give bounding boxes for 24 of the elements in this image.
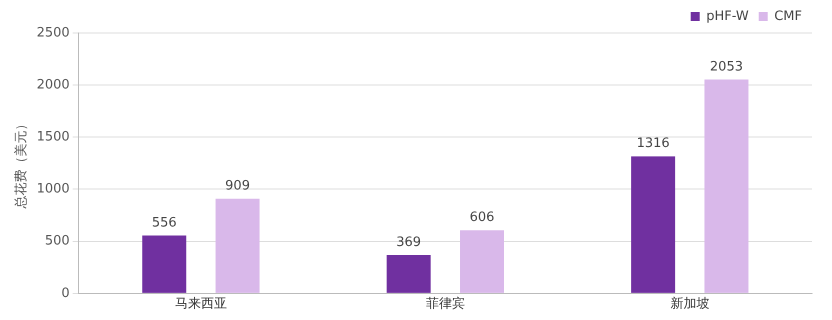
data-label: 2053 (710, 59, 743, 74)
y-tick-label: 2000 (36, 77, 70, 92)
bar (460, 230, 504, 293)
x-tick-label: 新加坡 (670, 296, 710, 312)
data-label: 369 (396, 234, 422, 250)
data-label: 1316 (636, 136, 670, 152)
bar (704, 80, 748, 293)
y-axis-title: 总花费（美元） (13, 118, 30, 210)
bar (631, 156, 676, 293)
data-label: 556 (152, 215, 177, 230)
x-tick-label: 菲律宾 (426, 296, 465, 312)
legend-label: CMF (774, 8, 802, 24)
data-label: 606 (470, 210, 494, 226)
y-tick-label: 1500 (36, 130, 70, 145)
y-tick-label: 1000 (36, 182, 70, 197)
legend-label: pHF-W (706, 8, 749, 24)
y-tick-label: 0 (61, 286, 70, 301)
y-tick-label: 2500 (36, 25, 70, 40)
bar (386, 254, 431, 293)
bar (142, 235, 186, 293)
bar (216, 198, 260, 293)
x-tick-label: 马来西亚 (174, 296, 227, 312)
y-tick-label: 500 (44, 234, 70, 249)
data-label: 909 (225, 178, 250, 194)
